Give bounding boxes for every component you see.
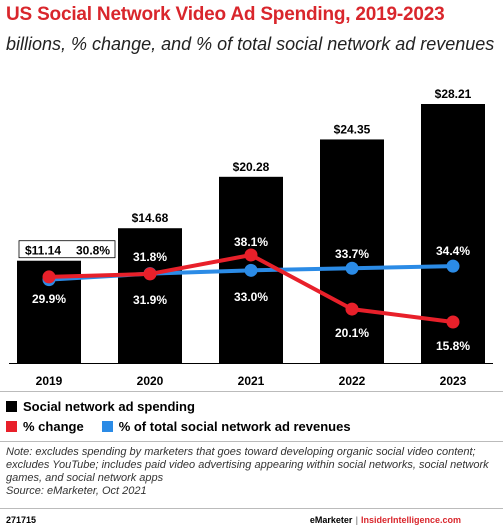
legend-swatch-spending bbox=[6, 401, 17, 412]
bar-2020 bbox=[118, 228, 182, 363]
note-divider bbox=[0, 441, 503, 442]
legend-swatch-share bbox=[101, 421, 113, 432]
legend-divider-top bbox=[0, 391, 503, 392]
brand-separator: | bbox=[355, 515, 358, 525]
change-point-2019 bbox=[42, 270, 56, 284]
x-tick-2019: 2019 bbox=[36, 374, 63, 388]
bar-value-label-2023: $28.21 bbox=[435, 87, 472, 101]
x-tick-2023: 2023 bbox=[440, 374, 467, 388]
bar-value-label-2021: $20.28 bbox=[233, 160, 270, 174]
chart-subtitle: billions, % change, and % of total socia… bbox=[6, 34, 495, 54]
change-label-2020: 31.8% bbox=[133, 250, 167, 264]
share-label-2022: 33.7% bbox=[335, 247, 369, 261]
change-point-2021 bbox=[244, 248, 258, 262]
source-text: Source: eMarketer, Oct 2021 bbox=[6, 485, 147, 497]
lines-layer bbox=[42, 248, 460, 329]
chart-title: US Social Network Video Ad Spending, 201… bbox=[6, 4, 445, 25]
note-text: Note: excludes spending by marketers tha… bbox=[6, 446, 489, 484]
change-label-2023: 15.8% bbox=[436, 339, 470, 353]
share-label-2019: 29.9% bbox=[32, 292, 66, 306]
footer-divider bbox=[0, 508, 503, 509]
bar-value-label-2022: $24.35 bbox=[334, 122, 371, 136]
legend-label-change: % change bbox=[23, 419, 84, 434]
chart-note: Note: excludes spending by marketers tha… bbox=[6, 446, 501, 498]
change-label-2019: 30.8% bbox=[76, 244, 110, 258]
labels-layer: $11.14 $14.68 $20.28 $24.35 $28.21 30.8% 31.8%… bbox=[25, 87, 472, 353]
share-point-2023 bbox=[446, 259, 460, 273]
share-point-2022 bbox=[345, 261, 359, 275]
bar-value-label-2019: $11.14 bbox=[25, 244, 61, 258]
bar-2022 bbox=[320, 139, 384, 363]
x-tick-2020: 2020 bbox=[137, 374, 164, 388]
share-point-2021 bbox=[244, 263, 258, 277]
x-tick-2021: 2021 bbox=[238, 374, 265, 388]
chart-id: 271715 bbox=[6, 515, 37, 525]
share-label-2021: 33.0% bbox=[234, 290, 268, 304]
change-label-2021: 38.1% bbox=[234, 235, 268, 249]
x-axis: 2019 2020 2021 2022 2023 bbox=[9, 363, 493, 388]
share-label-2023: 34.4% bbox=[436, 244, 470, 258]
brand: eMarketer | InsiderIntelligence.com bbox=[310, 515, 461, 525]
legend-label-share: % of total social network ad revenues bbox=[118, 419, 351, 434]
share-label-2020: 31.9% bbox=[133, 293, 167, 307]
legend-row-1: Social network ad spending bbox=[6, 399, 195, 414]
bars-layer bbox=[17, 104, 485, 363]
change-point-2023 bbox=[446, 315, 460, 329]
label-box-2019 bbox=[18, 240, 116, 259]
legend-swatch-change bbox=[6, 421, 17, 432]
legend-label-spending: Social network ad spending bbox=[23, 399, 195, 414]
bar-value-label-2020: $14.68 bbox=[132, 211, 169, 225]
brand-insider: InsiderIntelligence.com bbox=[360, 515, 461, 525]
chart-svg: $11.14 $14.68 $20.28 $24.35 $28.21 30.8% 31.8%… bbox=[9, 87, 493, 388]
legend-row-2: % change % of total social network ad re… bbox=[6, 419, 351, 434]
change-point-2020 bbox=[143, 267, 157, 281]
brand-emarketer: eMarketer bbox=[309, 515, 353, 525]
footer: 271715 eMarketer | InsiderIntelligence.com bbox=[0, 509, 503, 532]
x-tick-2022: 2022 bbox=[339, 374, 366, 388]
change-label-2022: 20.1% bbox=[335, 326, 369, 340]
change-point-2022 bbox=[345, 302, 359, 316]
